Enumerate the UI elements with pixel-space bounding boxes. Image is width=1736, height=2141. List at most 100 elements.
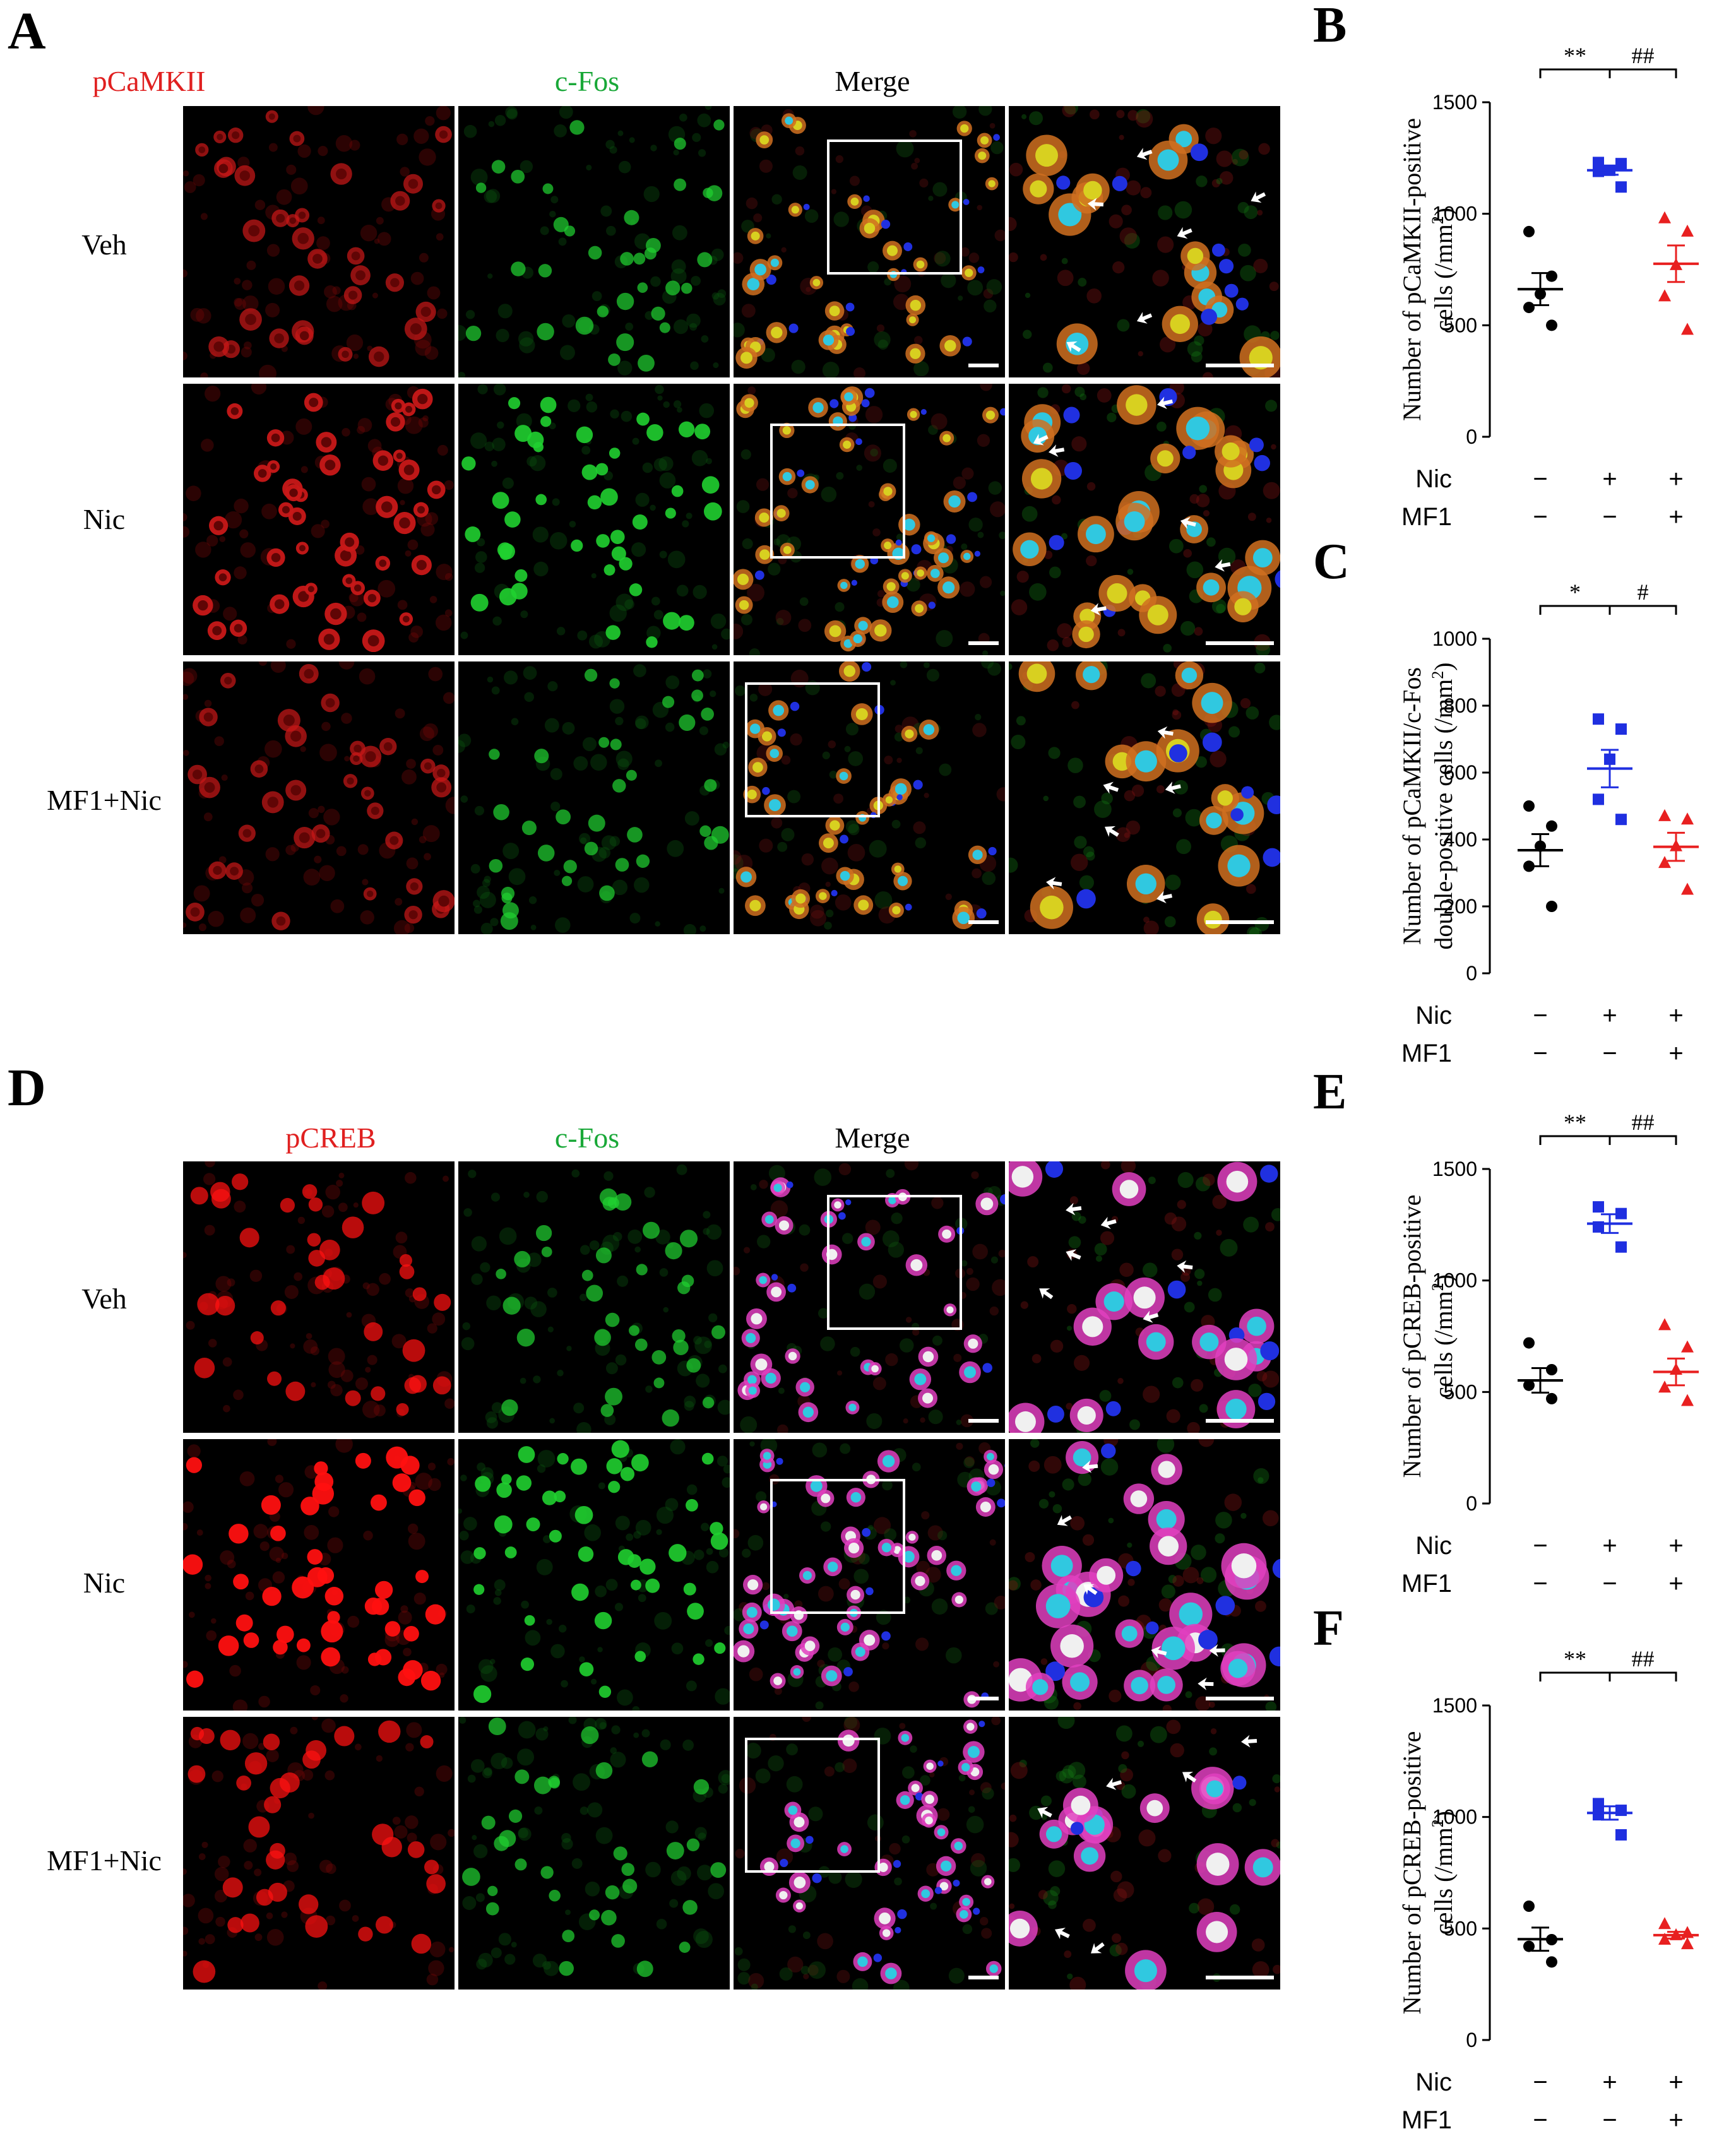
data-point — [1615, 1207, 1627, 1219]
micrograph-merge-row2 — [734, 384, 1005, 655]
treatment-value: − — [1533, 1570, 1547, 1598]
treatment-label: MF1 — [1401, 1040, 1452, 1067]
data-point — [1615, 181, 1627, 193]
data-point — [1523, 860, 1535, 872]
micrograph-grid-a — [183, 106, 1287, 934]
treatment-value: − — [1533, 2106, 1547, 2134]
y-tick-label: 500 — [1444, 1380, 1477, 1403]
y-tick-label: 1000 — [1432, 627, 1477, 650]
data-point — [1523, 1379, 1535, 1391]
y-tick-label: 1500 — [1432, 1694, 1477, 1717]
significance-bracket — [1539, 68, 1677, 78]
panel-letter-d: D — [8, 1059, 46, 1117]
micrograph-zoom-row1 — [1009, 1161, 1280, 1433]
y-tick-label: 0 — [1466, 2029, 1477, 2051]
data-point — [1615, 1829, 1627, 1841]
data-point — [1546, 820, 1557, 832]
data-point — [1615, 723, 1627, 735]
significance-label: ## — [1632, 1110, 1655, 1135]
micrograph-zoom-row3 — [1009, 661, 1280, 934]
y-tick-label: 200 — [1444, 895, 1477, 918]
data-point — [1615, 158, 1627, 170]
significance-label: * — [1569, 579, 1581, 605]
micrograph-zoom-row2 — [1009, 384, 1280, 655]
treatment-value: + — [1668, 1570, 1683, 1598]
micrograph-red-row2 — [183, 384, 455, 655]
treatment-value: + — [1668, 2068, 1683, 2096]
channel-label-cfos-d: c-Fos — [554, 1122, 620, 1154]
data-point — [1681, 1340, 1694, 1353]
chart-svg: 0 500 1000 1500 Number of pCREB-positive cell… — [1313, 1064, 1699, 1598]
significance-bracket — [1539, 605, 1677, 615]
micrograph-red-row1 — [183, 1161, 455, 1433]
significance-label: ## — [1632, 1646, 1655, 1671]
chart-svg: 0 500 1000 1500 Number of pCaMKII-positive ce… — [1313, 0, 1699, 531]
data-point — [1658, 1380, 1671, 1393]
y-tick-label: 1000 — [1432, 1806, 1477, 1829]
treatment-value: − — [1602, 1570, 1617, 1598]
y-tick-label: 0 — [1466, 425, 1477, 448]
micrograph-red-row3 — [183, 661, 455, 934]
micrograph-zoom-row1 — [1009, 106, 1280, 377]
y-axis-label: Number of pCREB-positive cells (/mm2) — [1398, 1731, 1458, 2015]
y-tick-label: 1000 — [1432, 1269, 1477, 1292]
micrograph-zoom-row2 — [1009, 1439, 1280, 1711]
treatment-label: Nic — [1415, 465, 1452, 493]
data-point — [1546, 319, 1557, 331]
treatment-value: − — [1533, 1532, 1547, 1560]
chart-e: 0 500 1000 1500 Number of pCREB-positive cell… — [1307, 1064, 1736, 1603]
y-tick-label: 1500 — [1432, 1158, 1477, 1180]
treatment-value: − — [1533, 465, 1547, 493]
data-point — [1658, 809, 1671, 821]
data-point — [1681, 1394, 1694, 1406]
treatment-value: + — [1602, 1532, 1617, 1560]
treatment-value: + — [1668, 503, 1683, 531]
treatment-label: Nic — [1415, 2068, 1452, 2096]
micrograph-red-row1 — [183, 106, 455, 377]
data-point — [1523, 1337, 1535, 1349]
y-axis-label: Number of pCREB-positive cells (/mm2) — [1398, 1195, 1458, 1478]
y-tick-label: 400 — [1444, 828, 1477, 851]
treatment-value: − — [1602, 2106, 1617, 2134]
significance-bracket — [1539, 1135, 1677, 1145]
treatment-value: − — [1533, 503, 1547, 531]
treatment-label: MF1 — [1401, 1570, 1452, 1598]
treatment-value: + — [1668, 1532, 1683, 1560]
channel-label-pcamkii: pCaMKII — [92, 65, 206, 97]
data-point — [1681, 224, 1694, 237]
data-point — [1658, 211, 1671, 223]
y-tick-label: 0 — [1466, 1492, 1477, 1515]
treatment-label: Nic — [1415, 1532, 1452, 1560]
data-point — [1681, 323, 1694, 335]
treatment-value: + — [1668, 465, 1683, 493]
data-point — [1681, 882, 1694, 895]
treatment-value: − — [1533, 2068, 1547, 2096]
data-point — [1658, 1318, 1671, 1331]
data-point — [1658, 856, 1671, 869]
panel-letter: F — [1313, 1601, 1344, 1656]
data-point — [1546, 1392, 1557, 1404]
chart-svg: 0 500 1000 1500 Number of pCREB-positive cell… — [1313, 1601, 1699, 2134]
row-label-veh-d: Veh — [81, 1283, 127, 1315]
chart-f: 0 500 1000 1500 Number of pCREB-positive cell… — [1307, 1601, 1736, 2138]
micrograph-merge-row3 — [734, 661, 1005, 934]
data-point — [1523, 302, 1535, 314]
row-label-veh: Veh — [81, 228, 127, 261]
micrograph-zoom-row3 — [1009, 1717, 1280, 1990]
channel-label-cfos: c-Fos — [554, 65, 620, 97]
significance-bracket — [1539, 1671, 1677, 1681]
treatment-value: − — [1533, 1040, 1547, 1067]
micrograph-green-row2 — [458, 384, 730, 655]
treatment-value: − — [1533, 1002, 1547, 1029]
y-tick-label: 1000 — [1432, 203, 1477, 225]
data-point — [1523, 1901, 1535, 1912]
data-point — [1615, 814, 1627, 826]
panel-letter: E — [1313, 1064, 1347, 1120]
row-label-mf1-nic: MF1+Nic — [47, 784, 162, 816]
panel-letter-a: A — [8, 2, 46, 61]
treatment-value: + — [1602, 2068, 1617, 2096]
micrograph-red-row2 — [183, 1439, 455, 1711]
treatment-value: − — [1602, 1040, 1617, 1067]
data-point — [1523, 800, 1535, 812]
data-point — [1593, 1201, 1604, 1213]
